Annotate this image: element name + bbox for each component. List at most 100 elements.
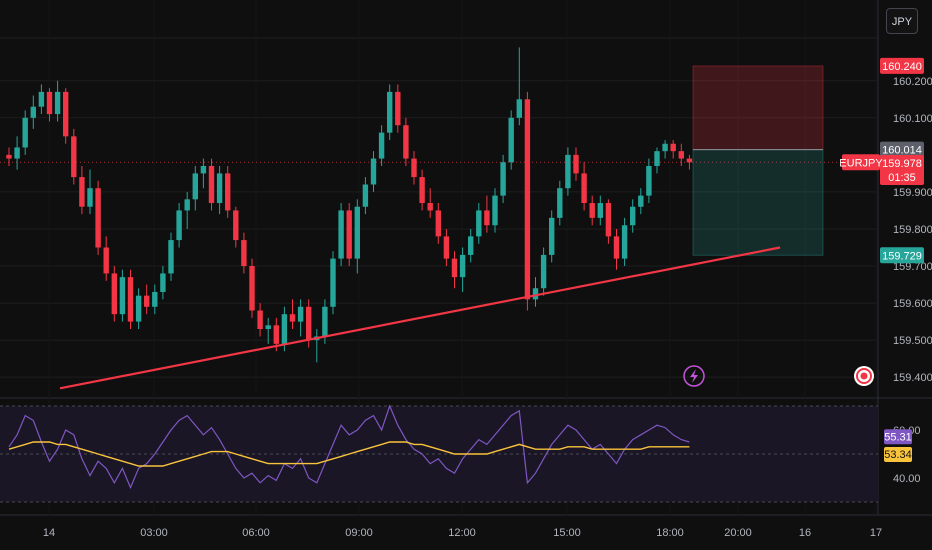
candle-body xyxy=(152,291,158,307)
candle-body xyxy=(216,173,223,204)
candle-body xyxy=(565,154,571,189)
candle-body xyxy=(370,158,377,185)
candle-body xyxy=(532,288,539,300)
price-tick-label: 159.600 xyxy=(893,298,932,310)
candle-body xyxy=(144,295,150,307)
price-tick-label: 160.100 xyxy=(893,113,932,125)
candle-body xyxy=(484,210,490,226)
price-tag xyxy=(880,57,924,74)
candle-body xyxy=(192,173,198,200)
price-tag-label: 160.240 xyxy=(882,61,922,73)
time-tick-label: 16 xyxy=(799,527,811,539)
candle-body xyxy=(378,132,385,159)
time-tick-label: 17 xyxy=(870,527,882,539)
stop-loss-zone[interactable] xyxy=(692,65,824,151)
candle-body xyxy=(662,143,668,152)
candlestick-series xyxy=(6,47,693,363)
price-tag-label: 159.729 xyxy=(882,250,922,262)
candle-body xyxy=(362,184,369,207)
candle-body xyxy=(281,314,288,344)
candle-body xyxy=(87,188,93,207)
time-tick-label: 20:00 xyxy=(724,527,752,539)
candle-body xyxy=(549,217,555,255)
candle-body xyxy=(79,177,85,207)
candle-body xyxy=(354,206,360,259)
candle-body xyxy=(103,247,109,274)
price-tag xyxy=(880,155,924,186)
rsi-value-tag xyxy=(884,429,912,445)
candle-body xyxy=(233,210,239,241)
time-tick-label: 03:00 xyxy=(140,527,168,539)
currency-button[interactable]: JPY xyxy=(886,8,918,34)
price-axis[interactable]: 160.200 160.100 159.900 159.800 159.700 159.6… xyxy=(893,76,932,485)
candle-body xyxy=(443,236,450,259)
price-tag-label: 159.978 xyxy=(882,158,922,170)
candle-body xyxy=(257,310,263,330)
candle-body xyxy=(14,147,20,159)
candle-body xyxy=(597,203,603,218)
candle-body xyxy=(265,325,271,330)
lightning-bolt-icon xyxy=(690,369,698,383)
candle-body xyxy=(427,203,433,211)
candle-body xyxy=(38,91,45,107)
candle-body xyxy=(573,154,579,174)
candle-body xyxy=(241,240,247,267)
candle-body xyxy=(273,325,279,344)
candle-body xyxy=(411,158,417,178)
candle-body xyxy=(403,125,409,159)
rsi-value-tag xyxy=(884,446,912,462)
candle-body xyxy=(589,203,595,218)
candle-body xyxy=(330,258,336,307)
candle-body xyxy=(492,195,498,226)
candle-body xyxy=(168,240,174,274)
trendline[interactable] xyxy=(59,246,781,390)
price-tag xyxy=(880,141,924,158)
price-tick-label: 159.500 xyxy=(893,335,932,347)
candle-body xyxy=(581,173,587,204)
candle-body xyxy=(22,117,28,148)
candle-body xyxy=(200,165,207,174)
candle-body xyxy=(557,188,563,218)
candle-body xyxy=(613,236,620,259)
position-tool[interactable] xyxy=(692,65,824,256)
candle-body xyxy=(387,91,393,133)
rsi-tick-label: 40.00 xyxy=(893,473,921,485)
candle-body xyxy=(71,136,77,178)
candle-body xyxy=(395,91,401,126)
candle-body xyxy=(208,165,215,204)
countdown-label: 01:35 xyxy=(888,172,916,184)
rsi-panel xyxy=(0,404,878,503)
candle-body xyxy=(621,225,628,259)
candle-body xyxy=(459,254,466,278)
candle-body xyxy=(225,173,231,211)
candle-body xyxy=(451,258,458,278)
candle-body xyxy=(516,99,522,118)
candle-body xyxy=(127,277,134,322)
candle-body xyxy=(670,143,676,152)
candle-body xyxy=(540,254,547,289)
candle-body xyxy=(54,91,61,115)
rsi-line xyxy=(8,404,690,490)
time-axis[interactable]: 14 03:00 06:00 09:00 12:00 15:00 18:00 20:00 16 1… xyxy=(43,527,882,539)
candle-body xyxy=(322,306,328,337)
candle-body xyxy=(30,106,36,118)
candle-body xyxy=(346,210,352,259)
price-tick-label: 160.200 xyxy=(893,76,932,88)
time-tick-label: 18:00 xyxy=(656,527,684,539)
price-tick-label: 159.400 xyxy=(893,372,932,384)
ascending-trendline[interactable] xyxy=(59,246,781,390)
candle-body xyxy=(46,91,53,115)
rsi-ma-line xyxy=(8,441,690,467)
candle-body xyxy=(508,117,514,163)
time-tick-label: 06:00 xyxy=(242,527,270,539)
lightning-icon[interactable] xyxy=(683,365,705,387)
candle-body xyxy=(654,151,660,166)
symbol-tag xyxy=(842,154,880,171)
candle-body xyxy=(435,210,441,237)
time-tick-label: 15:00 xyxy=(553,527,581,539)
record-ring-icon xyxy=(856,368,872,384)
chart-icons[interactable] xyxy=(683,365,874,387)
take-profit-zone[interactable] xyxy=(692,149,824,256)
